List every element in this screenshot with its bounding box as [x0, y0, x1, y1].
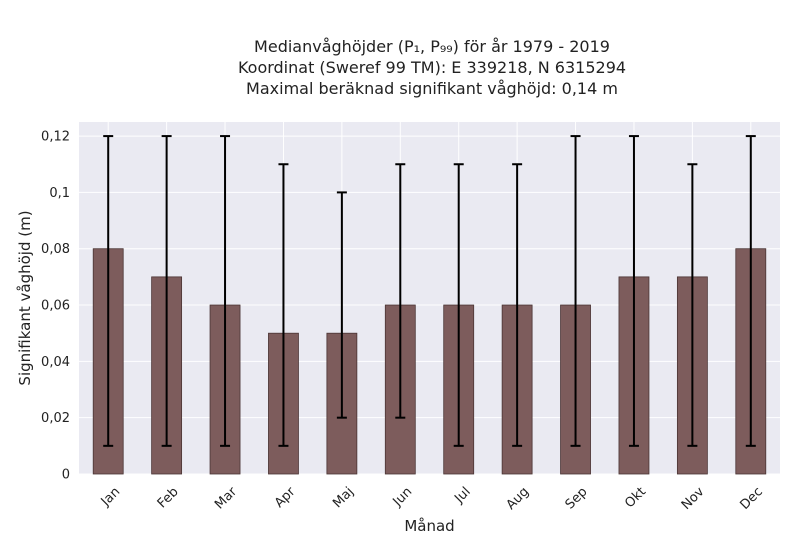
x-tick-label-mar: Mar [212, 484, 240, 512]
x-axis-ticks: Jan Feb Mar Apr Maj Jun Jul Aug Sep Okt Nov Dec [98, 484, 766, 513]
error-bar-maj [336, 191, 347, 419]
x-tick-label-okt: Okt [622, 484, 649, 511]
y-tick-label: 0 [62, 468, 70, 483]
chart-title: Medianvåghöjder (P₁, P₉₉) för år 1979 - … [238, 37, 626, 98]
x-tick-label-jun: Jun [390, 484, 416, 510]
chart-title-line: Medianvåghöjder (P₁, P₉₉) för år 1979 - … [254, 37, 610, 56]
error-bar-jan [103, 135, 114, 447]
error-bars [103, 135, 756, 447]
x-tick-label-jul: Jul [451, 484, 473, 506]
y-tick-label: 0,12 [41, 130, 70, 145]
error-bar-apr [278, 163, 289, 447]
y-tick-label: 0,04 [41, 355, 70, 370]
error-bar-dec [745, 135, 756, 447]
x-tick-label-feb: Feb [155, 484, 182, 511]
error-bar-jun [395, 163, 406, 419]
plot-area [79, 122, 780, 474]
y-tick-label: 0,06 [41, 299, 70, 314]
y-tick-label: 0,02 [41, 411, 70, 426]
chart-title-line: Koordinat (Sweref 99 TM): E 339218, N 63… [238, 58, 626, 77]
x-tick-label-maj: Maj [330, 484, 357, 511]
error-bar-nov [687, 163, 698, 447]
chart-title-line: Maximal beräknad signifikant våghöjd: 0,… [246, 79, 618, 98]
error-bar-sep [570, 135, 581, 447]
error-bar-feb [161, 135, 172, 447]
y-axis-label: Signifikant våghöjd (m) [16, 210, 34, 385]
x-axis-label: Månad [404, 517, 454, 535]
error-bar-okt [628, 135, 639, 447]
x-tick-label-apr: Apr [272, 484, 299, 511]
x-tick-label-nov: Nov [679, 484, 708, 513]
x-tick-label-dec: Dec [737, 484, 765, 512]
y-tick-label: 0,08 [41, 242, 70, 257]
error-bar-jul [453, 163, 464, 447]
error-bar-aug [512, 163, 523, 447]
x-tick-label-aug: Aug [504, 484, 533, 513]
x-tick-label-jan: Jan [98, 484, 123, 509]
y-tick-label: 0,1 [49, 186, 70, 201]
error-bar-mar [220, 135, 231, 447]
x-tick-label-sep: Sep [563, 484, 591, 512]
y-axis-ticks: 0 0,02 0,04 0,06 0,08 0,1 0,12 [41, 130, 70, 483]
